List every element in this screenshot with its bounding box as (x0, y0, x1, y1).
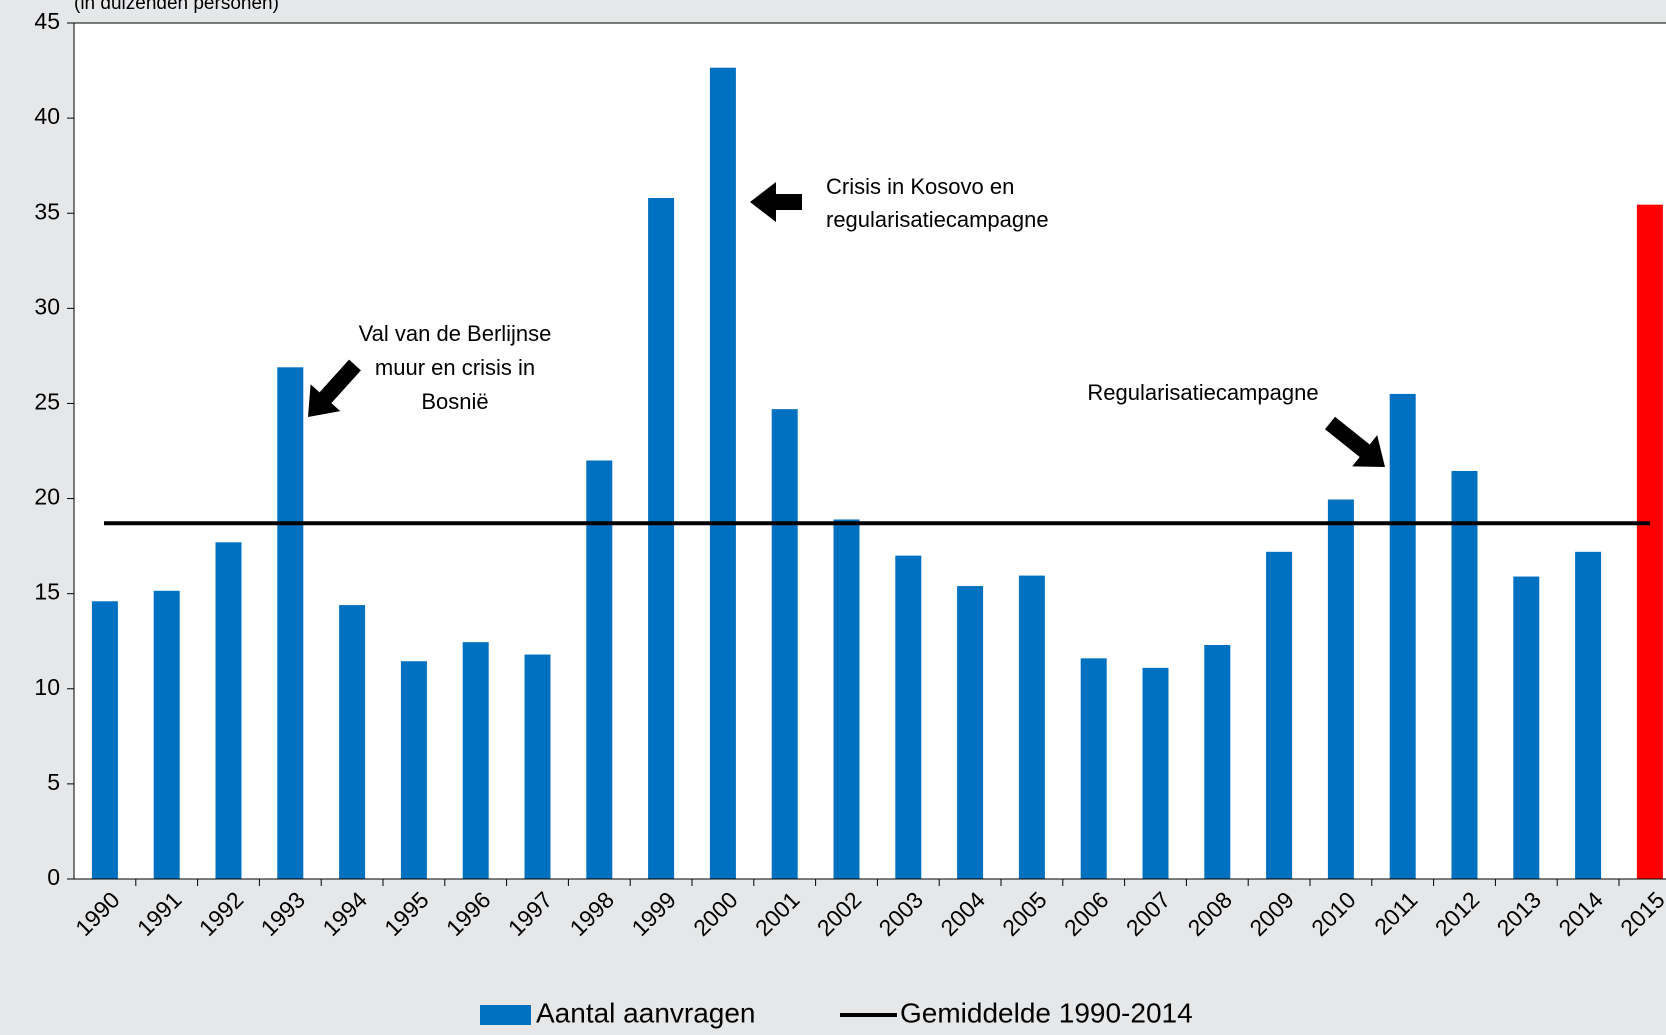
legend-label: Aantal aanvragen (536, 997, 756, 1028)
legend-label: Gemiddelde 1990-2014 (900, 997, 1193, 1028)
y-tick-label: 5 (47, 769, 60, 795)
bar (1513, 576, 1540, 879)
bar (957, 586, 984, 879)
bar (277, 367, 304, 879)
bar (339, 605, 366, 879)
y-tick-label: 45 (34, 8, 60, 34)
y-tick-label: 10 (34, 674, 60, 700)
bar (1636, 204, 1663, 879)
bar (648, 198, 675, 879)
bar (1266, 551, 1293, 879)
y-tick-label: 25 (34, 389, 60, 415)
bar (91, 601, 118, 879)
bar (1451, 470, 1478, 879)
y-tick-label: 30 (34, 293, 60, 319)
bar (1142, 667, 1169, 879)
annotation-arrow (1325, 416, 1385, 467)
annotation: Crisis in Kosovo en (826, 174, 1014, 199)
plot-area (74, 23, 1666, 879)
annotation: muur en crisis in (375, 355, 535, 380)
bar (895, 555, 922, 879)
bar (833, 519, 860, 879)
bar (524, 654, 551, 879)
bar (1018, 575, 1045, 879)
annotation-arrow (750, 182, 802, 222)
y-tick-label: 35 (34, 198, 60, 224)
legend-swatch (480, 1005, 531, 1025)
annotation: Val van de Berlijnse (359, 321, 552, 346)
bar (1575, 551, 1602, 879)
bar (709, 67, 736, 880)
y-tick-label: 15 (34, 579, 60, 605)
chart-subtitle: (in duizenden personen) (74, 0, 279, 14)
bar (1080, 658, 1107, 879)
bar (153, 590, 180, 879)
y-tick-label: 0 (47, 864, 60, 890)
bar (215, 542, 242, 879)
bar (1327, 499, 1354, 879)
annotation: regularisatiecampagne (826, 207, 1049, 232)
bar (586, 460, 613, 879)
bar (1389, 393, 1416, 879)
annotation: Bosnië (421, 389, 488, 414)
annotation: Regularisatiecampagne (1087, 380, 1318, 405)
bar (462, 642, 489, 879)
bar (1204, 645, 1231, 879)
y-tick-label: 40 (34, 103, 60, 129)
bar (400, 661, 427, 879)
bar (771, 409, 798, 879)
y-tick-label: 20 (34, 484, 60, 510)
annotation-arrow (308, 359, 361, 417)
